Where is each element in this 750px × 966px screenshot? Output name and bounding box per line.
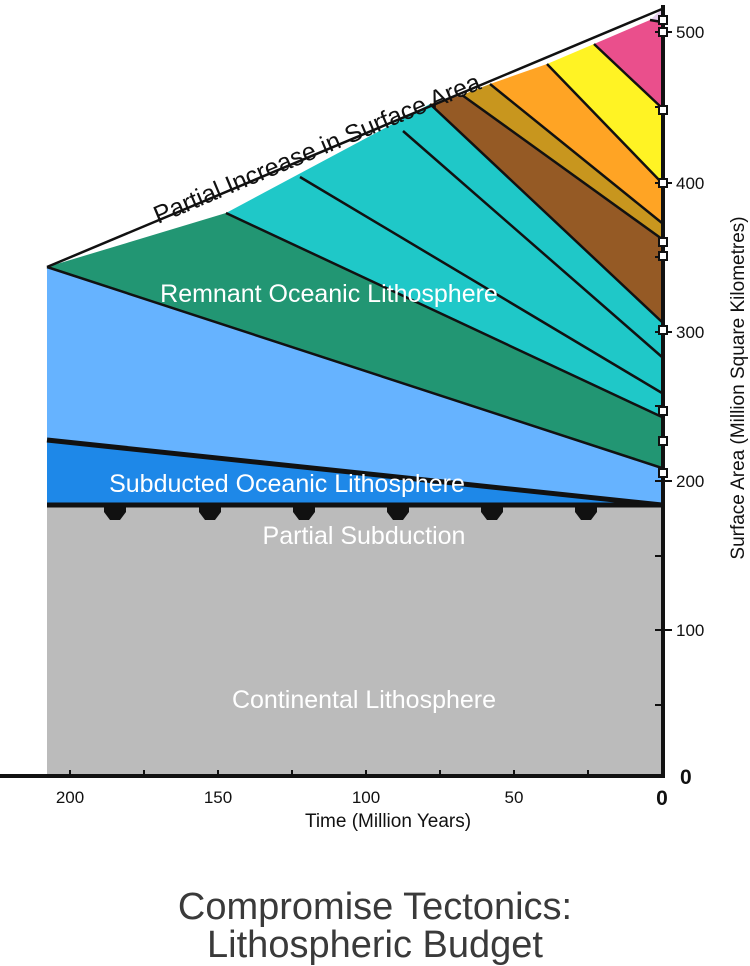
subduction-teeth — [104, 505, 597, 520]
teal-band — [226, 104, 662, 417]
y-tick-label: 0 — [680, 766, 692, 789]
x-tick-label: 100 — [352, 788, 380, 807]
boundary-line — [429, 103, 663, 323]
subduction-tooth — [293, 505, 315, 520]
gold-band — [462, 84, 662, 239]
pink-band — [594, 20, 662, 108]
axis-marker — [658, 251, 668, 261]
green-remnant-band — [47, 213, 662, 468]
boundary-line — [225, 211, 663, 419]
boundary-line — [546, 63, 663, 184]
caption-line-2: Lithospheric Budget — [207, 924, 543, 966]
x-tick-label: 200 — [56, 788, 84, 807]
area-layers — [47, 9, 662, 775]
axes — [0, 5, 672, 778]
axis-marker — [658, 237, 668, 247]
boundary-lines — [46, 7, 663, 508]
y-tick-label: 400 — [676, 174, 704, 193]
tick-labels: 200 150 100 50 0 500 400 300 200 100 0 — [56, 23, 705, 810]
subduction-tooth — [481, 505, 503, 520]
axis-marker — [658, 105, 668, 115]
x-axis-label: Time (Million Years) — [305, 811, 471, 832]
subducted-label: Subducted Oceanic Lithosphere — [109, 470, 465, 498]
axis-markers — [658, 15, 668, 478]
x-tick-label: 50 — [505, 788, 524, 807]
boundary-line — [489, 83, 663, 224]
axis-marker — [658, 325, 668, 335]
surface-increase-line — [46, 7, 663, 269]
axis-marker — [658, 178, 668, 188]
light-blue-remnant-band — [47, 267, 662, 505]
remnant-top-line — [46, 265, 663, 470]
boundary-line — [593, 43, 663, 109]
subduction-tooth — [387, 505, 409, 520]
subduction-tooth — [575, 505, 597, 520]
yellow-band — [547, 44, 662, 183]
x-tick-label: 150 — [204, 788, 232, 807]
axis-marker — [658, 15, 668, 25]
brown-band — [430, 95, 662, 322]
axis-marker — [658, 436, 668, 446]
axis-marker — [658, 468, 668, 478]
y-tick-label: 200 — [676, 472, 704, 491]
continental-label: Continental Lithosphere — [232, 686, 496, 714]
y-tick-label: 100 — [676, 621, 704, 640]
y-axis-label: Surface Area (Million Square Kilometres) — [728, 216, 749, 559]
subducted-top-line — [46, 437, 663, 508]
y-tick-label: 300 — [676, 323, 704, 342]
partial-subduction-label: Partial Subduction — [263, 522, 466, 550]
boundary-line — [299, 175, 663, 395]
continental-area — [47, 505, 662, 775]
boundary-line — [402, 130, 663, 358]
remnant-label: Remnant Oceanic Lithosphere — [160, 280, 498, 308]
caption-line-1: Compromise Tectonics: — [177, 886, 573, 928]
axis-marker — [658, 406, 668, 416]
y-tick-label: 500 — [676, 23, 704, 42]
subduction-tooth — [104, 505, 126, 520]
subduction-tooth — [199, 505, 221, 520]
orange-band — [490, 64, 662, 223]
boundary-line — [461, 93, 663, 241]
x-tick-label: 0 — [656, 787, 668, 810]
axis-marker — [658, 27, 668, 37]
